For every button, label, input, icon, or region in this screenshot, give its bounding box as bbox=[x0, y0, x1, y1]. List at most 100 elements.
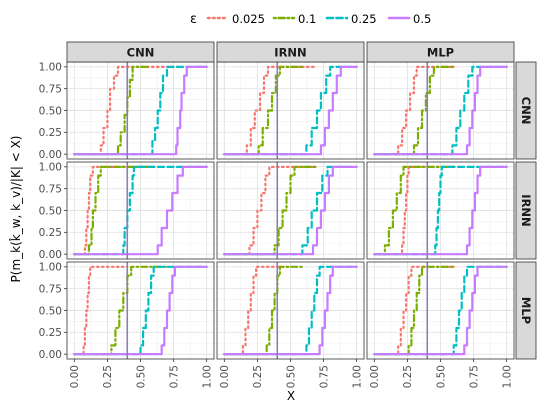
y-tick-label: 0.00 bbox=[39, 249, 62, 261]
strip-background bbox=[66, 41, 215, 63]
y-tick-label: 0.75 bbox=[39, 83, 62, 95]
legend: ε 0.025 0.1 0.25 0.5 bbox=[190, 12, 431, 27]
x-axis-title: X bbox=[287, 389, 295, 403]
ecdf-line-0.25 bbox=[373, 65, 508, 156]
ecdf-line-0.025 bbox=[73, 165, 155, 256]
y-tick-label: 0.50 bbox=[39, 305, 62, 317]
panel-border bbox=[366, 161, 515, 260]
legend-label-0.5: 0.5 bbox=[413, 12, 431, 26]
ecdf-line-0.5 bbox=[223, 65, 358, 156]
ecdf-line-0.25 bbox=[373, 165, 508, 256]
col-strip-label: CNN bbox=[127, 46, 155, 60]
strip-background bbox=[515, 261, 537, 360]
ecdf-line-0.5 bbox=[73, 165, 208, 256]
strip-background bbox=[366, 41, 515, 63]
col-strip-label: MLP bbox=[427, 46, 454, 60]
ecdf-line-0.1 bbox=[73, 65, 149, 156]
x-tick-label: 0.75 bbox=[168, 365, 180, 388]
x-tick-label: 0.50 bbox=[135, 365, 147, 388]
x-tick-label: 0.00 bbox=[369, 365, 381, 388]
ecdf-line-0.25 bbox=[223, 165, 358, 256]
x-tick-label: 0.00 bbox=[69, 365, 81, 388]
y-tick-label: 0.25 bbox=[39, 127, 62, 139]
panel-cnn-cnn bbox=[66, 61, 215, 160]
panel-cnn-mlp bbox=[366, 61, 515, 160]
row-strip-cnn: CNN bbox=[515, 61, 537, 160]
y-tick-label: 0.50 bbox=[39, 205, 62, 217]
legend-entry-0.025: 0.025 bbox=[206, 12, 265, 26]
x-tick-label: 0.00 bbox=[219, 365, 231, 388]
ecdf-line-0.5 bbox=[373, 65, 508, 156]
panel-irnn-cnn bbox=[66, 161, 215, 260]
x-tick-label: 1.00 bbox=[201, 365, 213, 388]
ecdf-line-0.1 bbox=[373, 265, 455, 356]
ecdf-line-0.1 bbox=[223, 265, 305, 356]
legend-label-0.1: 0.1 bbox=[298, 12, 316, 26]
ecdf-line-0.025 bbox=[373, 265, 455, 356]
ecdf-line-0.25 bbox=[373, 265, 508, 356]
y-tick-label: 0.75 bbox=[39, 183, 62, 195]
legend-label-0.025: 0.025 bbox=[232, 12, 265, 26]
legend-entry-0.25: 0.25 bbox=[325, 12, 377, 26]
panel-cnn-irnn bbox=[216, 61, 365, 160]
legend-entry-0.1: 0.1 bbox=[272, 12, 316, 26]
y-tick-label: 1.00 bbox=[39, 162, 62, 174]
axis-ticks: 0.000.250.500.751.000.000.250.500.751.00… bbox=[39, 62, 514, 389]
ecdf-line-0.25 bbox=[73, 65, 208, 156]
ecdf-line-0.025 bbox=[73, 65, 182, 156]
panel-grid bbox=[66, 61, 515, 360]
ecdf-line-0.1 bbox=[73, 265, 169, 356]
ecdf-line-0.5 bbox=[373, 265, 508, 356]
y-tick-label: 0.00 bbox=[39, 349, 62, 361]
ecdf-line-0.5 bbox=[373, 165, 508, 256]
col-strip-label: IRNN bbox=[274, 46, 306, 60]
panel-mlp-cnn bbox=[66, 261, 215, 360]
panel-mlp-mlp bbox=[366, 261, 515, 360]
y-tick-label: 0.25 bbox=[39, 227, 62, 239]
legend-title: ε bbox=[190, 12, 197, 27]
legend-entry-0.5: 0.5 bbox=[387, 12, 431, 26]
row-strip-label: MLP bbox=[519, 297, 533, 324]
y-tick-label: 1.00 bbox=[39, 262, 62, 274]
y-tick-label: 0.75 bbox=[39, 283, 62, 295]
col-strip-irnn: IRNN bbox=[216, 41, 365, 63]
panel-irnn-irnn bbox=[216, 161, 365, 260]
ecdf-line-0.5 bbox=[223, 265, 358, 356]
strip-background bbox=[515, 61, 537, 160]
y-axis-title: P(m_k(k̂_w, k_v)/|K| < X) bbox=[9, 136, 23, 283]
ecdf-line-0.025 bbox=[223, 265, 292, 356]
x-tick-label: 1.00 bbox=[351, 365, 363, 388]
ecdf-line-0.1 bbox=[73, 165, 155, 256]
ecdf-line-0.1 bbox=[223, 165, 319, 256]
col-strip-cnn: CNN bbox=[66, 41, 215, 63]
x-tick-label: 0.25 bbox=[402, 365, 414, 388]
panel-irnn-mlp bbox=[366, 161, 515, 260]
ecdf-line-0.025 bbox=[373, 165, 455, 256]
panel-mlp-irnn bbox=[216, 261, 365, 360]
y-tick-label: 0.00 bbox=[39, 149, 62, 161]
ecdf-line-0.025 bbox=[373, 65, 455, 156]
x-tick-label: 1.00 bbox=[501, 365, 513, 388]
x-tick-label: 0.25 bbox=[252, 365, 264, 388]
ecdf-line-0.25 bbox=[223, 265, 358, 356]
row-strip-irnn: IRNN bbox=[515, 161, 537, 260]
x-tick-label: 0.50 bbox=[285, 365, 297, 388]
ecdf-line-0.025 bbox=[73, 265, 129, 356]
ecdf-line-0.5 bbox=[223, 165, 358, 256]
ecdf-line-0.25 bbox=[223, 65, 358, 156]
ecdf-line-0.5 bbox=[73, 65, 208, 156]
ecdf-line-0.5 bbox=[73, 265, 208, 356]
y-tick-label: 0.25 bbox=[39, 327, 62, 339]
x-tick-label: 0.25 bbox=[102, 365, 114, 388]
ecdf-line-0.025 bbox=[223, 65, 319, 156]
ecdf-line-0.1 bbox=[373, 65, 455, 156]
legend-label-0.25: 0.25 bbox=[351, 12, 377, 26]
ecdf-line-0.25 bbox=[73, 265, 208, 356]
strip-background bbox=[216, 41, 365, 63]
x-tick-label: 0.75 bbox=[468, 365, 480, 388]
facet-strips: CNN IRNN MLP CNN IRNN MLP bbox=[66, 41, 537, 360]
panel-border bbox=[216, 161, 365, 260]
ecdf-line-0.1 bbox=[223, 65, 305, 156]
y-tick-label: 1.00 bbox=[39, 62, 62, 74]
